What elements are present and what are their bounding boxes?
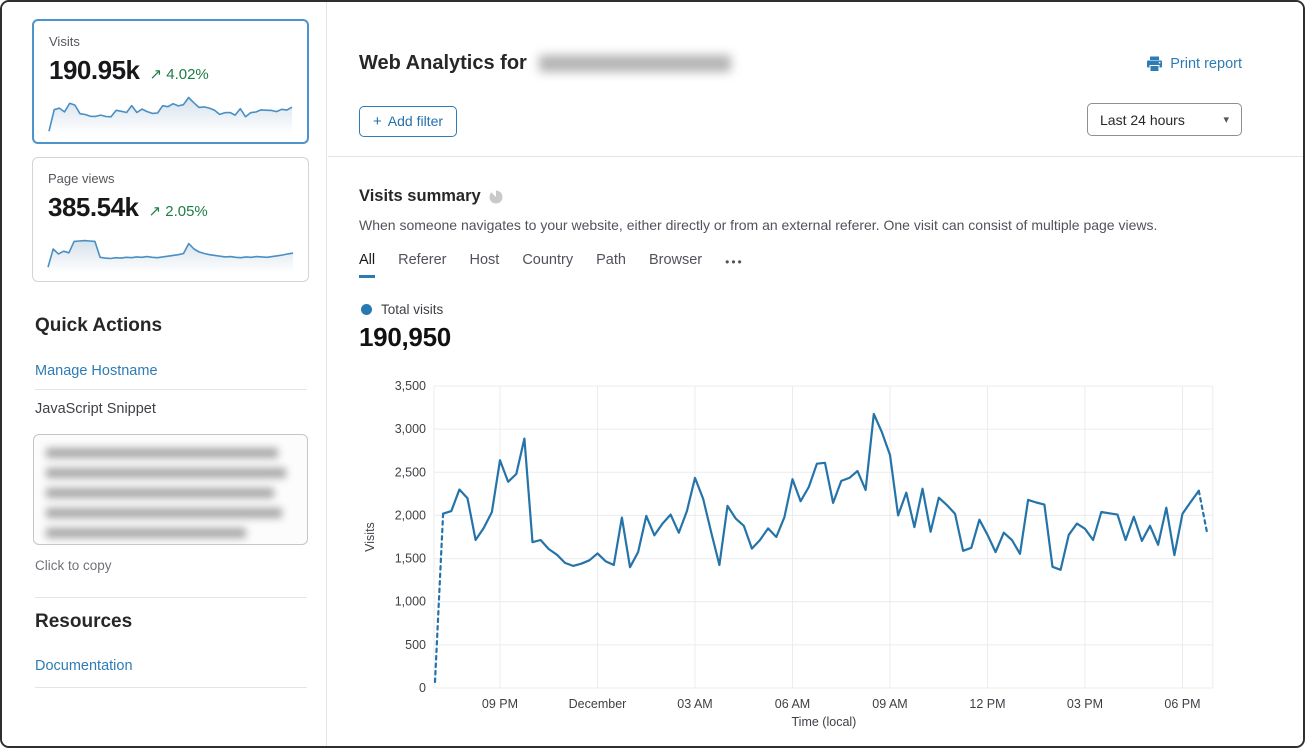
main-content: Web Analytics for Print report + Add filt… bbox=[328, 2, 1303, 746]
summary-tabs: All Referer Host Country Path Browser ••… bbox=[359, 252, 744, 278]
svg-text:3,500: 3,500 bbox=[395, 379, 426, 393]
metric-delta-value: 2.05% bbox=[165, 203, 208, 220]
svg-text:0: 0 bbox=[419, 681, 426, 695]
svg-text:2,000: 2,000 bbox=[395, 508, 426, 522]
page-title-text: Web Analytics for bbox=[359, 52, 527, 74]
js-snippet-code-box[interactable] bbox=[33, 434, 308, 545]
legend-dot-icon bbox=[361, 304, 372, 315]
svg-text:09 PM: 09 PM bbox=[482, 697, 518, 711]
trend-up-indicator: ↗ 2.05% bbox=[148, 202, 207, 220]
metric-card-visits[interactable]: Visits 190.95k ↗ 4.02% bbox=[32, 19, 309, 144]
sidebar: Visits 190.95k ↗ 4.02% Page views 385.54… bbox=[2, 2, 327, 746]
svg-text:Time (local): Time (local) bbox=[792, 715, 857, 729]
pie-help-icon[interactable] bbox=[489, 190, 503, 204]
divider bbox=[328, 156, 1303, 157]
trend-up-indicator: ↗ 4.02% bbox=[149, 65, 208, 83]
svg-text:December: December bbox=[569, 697, 627, 711]
chevron-down-icon: ▾ bbox=[1223, 114, 1229, 126]
divider bbox=[35, 597, 307, 598]
total-visits-value: 190,950 bbox=[359, 322, 451, 352]
page-title: Web Analytics for bbox=[359, 52, 731, 75]
svg-text:Visits: Visits bbox=[363, 522, 377, 552]
svg-text:09 AM: 09 AM bbox=[872, 697, 907, 711]
blurred-code-line bbox=[46, 448, 278, 458]
metric-label: Visits bbox=[49, 34, 80, 49]
chart-legend: Total visits bbox=[361, 302, 443, 317]
trend-up-arrow-icon: ↗ bbox=[148, 203, 162, 220]
svg-text:1,000: 1,000 bbox=[395, 595, 426, 609]
blurred-site-domain bbox=[538, 55, 731, 72]
svg-text:3,000: 3,000 bbox=[395, 422, 426, 436]
plus-icon: + bbox=[373, 113, 382, 130]
svg-text:06 AM: 06 AM bbox=[775, 697, 810, 711]
tab-country[interactable]: Country bbox=[522, 252, 574, 268]
printer-icon bbox=[1147, 56, 1163, 72]
tab-referer[interactable]: Referer bbox=[398, 252, 447, 268]
print-report-label: Print report bbox=[1170, 56, 1242, 72]
metric-label: Page views bbox=[48, 171, 115, 186]
visits-summary-heading: Visits summary bbox=[359, 187, 481, 205]
legend-label: Total visits bbox=[381, 302, 444, 317]
divider bbox=[35, 389, 307, 390]
resources-heading: Resources bbox=[35, 611, 133, 632]
add-filter-button[interactable]: + Add filter bbox=[359, 106, 458, 137]
tab-path[interactable]: Path bbox=[596, 252, 626, 268]
visits-sparkline bbox=[48, 88, 293, 134]
print-report-button[interactable]: Print report bbox=[1146, 56, 1242, 72]
tab-browser[interactable]: Browser bbox=[648, 252, 703, 268]
quick-actions-heading: Quick Actions bbox=[35, 315, 163, 336]
time-range-value: Last 24 hours bbox=[1100, 111, 1185, 128]
blurred-code-line bbox=[46, 528, 246, 538]
metric-value: 190.95k bbox=[49, 55, 140, 85]
tab-all[interactable]: All bbox=[359, 252, 376, 278]
svg-text:500: 500 bbox=[405, 638, 426, 652]
metric-card-page-views[interactable]: Page views 385.54k ↗ 2.05% bbox=[32, 157, 309, 282]
documentation-link[interactable]: Documentation bbox=[35, 658, 133, 674]
time-range-dropdown[interactable]: Last 24 hours ▾ bbox=[1087, 103, 1242, 136]
click-to-copy-hint: Click to copy bbox=[35, 558, 112, 573]
javascript-snippet-label: JavaScript Snippet bbox=[35, 401, 156, 417]
metric-delta-value: 4.02% bbox=[166, 66, 209, 83]
blurred-code-line bbox=[46, 468, 286, 478]
divider bbox=[35, 687, 307, 688]
manage-hostname-link[interactable]: Manage Hostname bbox=[35, 363, 158, 379]
visits-over-time-chart: 0 500 1,000 1,500 2,000 2,500 3,000 3,500 09 PM D… bbox=[358, 374, 1243, 746]
page-views-sparkline bbox=[47, 227, 294, 273]
tab-host[interactable]: Host bbox=[469, 252, 500, 268]
more-tabs-ellipsis-icon[interactable]: ••• bbox=[725, 255, 744, 269]
svg-text:06 PM: 06 PM bbox=[1164, 697, 1200, 711]
svg-text:2,500: 2,500 bbox=[395, 465, 426, 479]
visits-summary-description: When someone navigates to your website, … bbox=[359, 217, 1158, 233]
blurred-code-line bbox=[46, 488, 274, 498]
svg-text:1,500: 1,500 bbox=[395, 552, 426, 566]
blurred-code-line bbox=[46, 508, 282, 518]
svg-text:03 AM: 03 AM bbox=[677, 697, 712, 711]
metric-value: 385.54k bbox=[48, 192, 139, 222]
add-filter-label: Add filter bbox=[387, 113, 444, 129]
svg-text:03 PM: 03 PM bbox=[1067, 697, 1103, 711]
trend-up-arrow-icon: ↗ bbox=[149, 66, 163, 83]
svg-text:12 PM: 12 PM bbox=[969, 697, 1005, 711]
